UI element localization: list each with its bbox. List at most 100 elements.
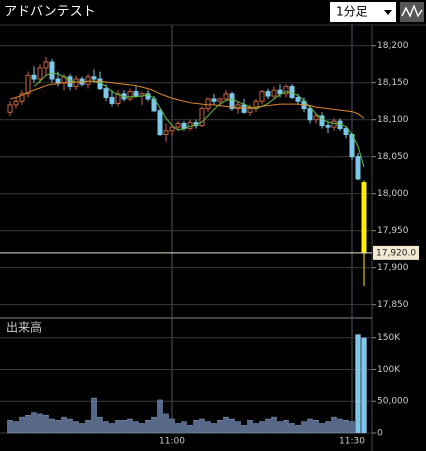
candle-body xyxy=(133,91,139,97)
volume-bar xyxy=(127,418,133,434)
volume-bar xyxy=(253,423,259,434)
volume-bar xyxy=(31,412,37,434)
candle-body xyxy=(259,91,265,102)
volume-bar xyxy=(241,425,247,434)
volume-bar xyxy=(223,416,229,434)
y-tick-label: 50,000 xyxy=(377,397,409,407)
candle-body xyxy=(127,91,133,100)
candle-body xyxy=(7,104,13,113)
candle-body xyxy=(31,74,37,80)
volume-bar xyxy=(199,418,205,434)
candle-body xyxy=(247,108,253,113)
volume-bar xyxy=(73,421,79,434)
candle-body xyxy=(205,98,211,110)
volume-bar xyxy=(139,423,145,434)
candle-body xyxy=(55,78,61,84)
y-tick-label: 100K xyxy=(377,365,401,375)
volume-bar xyxy=(217,420,223,434)
volume-bar xyxy=(343,420,349,434)
panel-title: 出来高 xyxy=(6,320,42,335)
volume-bar xyxy=(265,418,271,434)
y-tick-label: 18,000 xyxy=(377,189,409,199)
volume-bar xyxy=(325,421,331,434)
candle-body xyxy=(25,74,31,95)
candle-body xyxy=(43,61,49,69)
volume-bar xyxy=(37,413,43,434)
y-tick-label: 18,200 xyxy=(377,41,409,51)
y-tick-label: 17,950 xyxy=(377,226,409,236)
volume-bar xyxy=(55,420,61,434)
volume-bar xyxy=(91,397,97,434)
volume-bar xyxy=(301,421,307,434)
volume-bar xyxy=(361,337,367,434)
volume-bar xyxy=(79,423,85,434)
candle-body xyxy=(145,93,151,100)
y-tick-label: 18,050 xyxy=(377,152,409,162)
candle-body xyxy=(115,93,121,104)
volume-bar xyxy=(283,420,289,434)
candle-body xyxy=(265,91,271,97)
candle-body xyxy=(289,85,295,99)
candle-body xyxy=(103,88,109,99)
last-price-label: 17,920.0 xyxy=(376,248,416,258)
volume-bar xyxy=(271,416,277,434)
candle-body xyxy=(49,61,55,80)
candle-body xyxy=(355,156,361,180)
volume-bar xyxy=(289,423,295,434)
volume-bar xyxy=(247,420,253,434)
y-tick-label: 18,100 xyxy=(377,115,409,125)
volume-bar xyxy=(337,418,343,434)
volume-bar xyxy=(307,418,313,434)
volume-bar xyxy=(43,414,49,434)
volume-bar xyxy=(169,418,175,434)
volume-bar xyxy=(205,421,211,434)
candle-body xyxy=(85,76,91,85)
volume-bar xyxy=(61,416,67,434)
volume-bar xyxy=(97,416,103,434)
y-tick-label: 150K xyxy=(377,333,401,343)
candle-body xyxy=(37,67,43,80)
stock-title: アドバンテスト xyxy=(4,5,96,20)
volume-bar xyxy=(25,414,31,434)
volume-bar xyxy=(229,418,235,434)
last-price-box xyxy=(373,245,419,260)
candle-body xyxy=(19,93,25,102)
y-tick-label: 18,150 xyxy=(377,78,409,88)
candle-body xyxy=(199,108,205,127)
volume-bar xyxy=(151,416,157,434)
candle-body xyxy=(13,100,19,106)
volume-bar xyxy=(355,334,361,434)
volume-bar xyxy=(67,418,73,434)
candle-body xyxy=(223,93,229,100)
x-tick-label: 11:30 xyxy=(339,437,365,447)
candle-body xyxy=(325,125,331,128)
candle-body xyxy=(271,89,277,97)
volume-bar xyxy=(331,416,337,434)
volume-bar xyxy=(157,399,163,434)
volume-bar xyxy=(19,416,25,434)
candle-body xyxy=(343,128,349,136)
y-tick-label: 0 xyxy=(377,429,383,439)
volume-bar xyxy=(7,420,13,434)
interval-select[interactable] xyxy=(330,2,396,22)
volume-bar xyxy=(211,423,217,434)
volume-bar xyxy=(259,421,265,434)
volume-bar xyxy=(277,421,283,434)
dropdown-arrow xyxy=(384,10,392,15)
volume-bar xyxy=(163,413,169,434)
chart-type-icon xyxy=(401,4,423,18)
moving-average xyxy=(9,80,365,119)
volume-bar xyxy=(349,421,355,434)
candle-body xyxy=(331,120,337,128)
candle-body xyxy=(157,110,163,136)
volume-bar xyxy=(295,425,301,434)
volume-bar xyxy=(109,423,115,434)
candle-body xyxy=(313,115,319,121)
candle-body xyxy=(211,98,217,102)
candle-body xyxy=(319,115,325,127)
volume-bar xyxy=(49,418,55,434)
volume-bar xyxy=(13,421,19,434)
candle-body xyxy=(175,122,181,128)
volume-bar xyxy=(181,421,187,434)
